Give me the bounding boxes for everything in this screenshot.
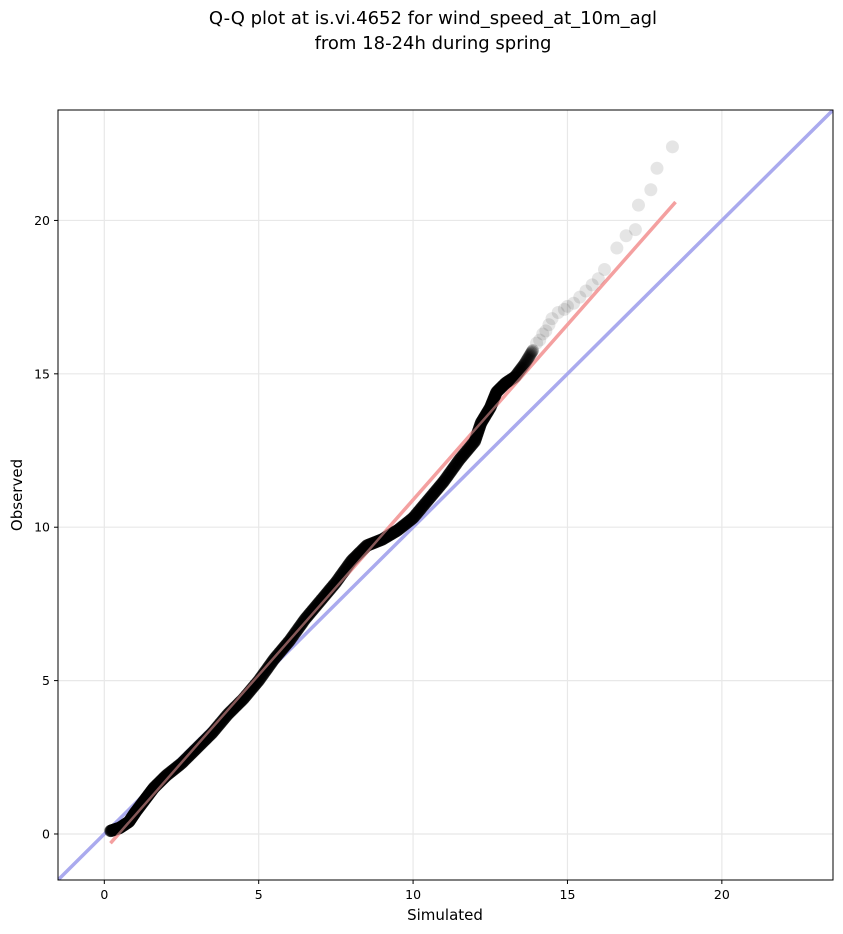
qq-point	[522, 351, 535, 365]
axis-ticks: 0 5 10 15 20 0 5 10 15 20	[34, 213, 730, 902]
qq-point	[518, 358, 531, 371]
qq-point	[498, 377, 512, 390]
qq-point	[492, 383, 506, 396]
qq-point	[526, 344, 540, 357]
qq-point	[495, 380, 508, 394]
data-points	[104, 140, 679, 845]
x-tick-label: 15	[560, 887, 576, 902]
qq-tail-point	[644, 183, 658, 197]
x-tick-label: 5	[255, 887, 263, 902]
qq-point	[524, 347, 538, 360]
x-axis-label: Simulated	[407, 906, 483, 924]
qq-point	[493, 382, 506, 396]
fit-line-overlay	[109, 201, 677, 845]
qq-tail-point	[610, 241, 624, 255]
qq-tail-point	[542, 318, 556, 332]
y-tick-label: 0	[42, 826, 50, 841]
qq-point	[515, 361, 528, 375]
qq-point	[519, 356, 532, 369]
qq-point	[525, 346, 538, 359]
qq-point	[517, 359, 530, 372]
qq-point	[518, 357, 532, 370]
y-tick-label: 20	[34, 213, 50, 228]
qq-tail-point	[557, 302, 571, 316]
qq-tail-point	[539, 324, 553, 338]
chart-title-line-2: from 18-24h during spring	[315, 33, 552, 54]
qq-point	[502, 374, 516, 388]
qq-tail-point	[560, 299, 574, 313]
qq-point	[501, 375, 514, 388]
qq-point	[504, 373, 517, 387]
qq-point	[499, 376, 512, 390]
qq-tail-point	[567, 296, 581, 310]
qq-point	[500, 376, 513, 389]
qq-tail-point	[650, 161, 664, 175]
qq-point	[523, 348, 537, 361]
qq-tail-point	[551, 305, 565, 319]
y-tick-label: 10	[34, 520, 50, 535]
qq-point	[494, 381, 508, 394]
qq-point	[516, 360, 530, 373]
qq-tail-point	[545, 312, 559, 326]
qq-point	[500, 375, 514, 389]
qq-point	[521, 352, 534, 366]
qq-point	[516, 361, 529, 374]
qq-tail-point	[619, 229, 633, 243]
qq-tail-point	[628, 223, 642, 237]
qq-tail-point	[585, 278, 599, 292]
qq-tail-point	[573, 290, 587, 304]
qq-point	[520, 354, 534, 367]
qq-point	[506, 372, 519, 385]
qq-point	[505, 372, 518, 386]
qq-tail-point	[536, 327, 550, 341]
qq-point	[504, 373, 518, 386]
qq-point	[494, 382, 507, 395]
qq-point	[522, 350, 536, 364]
plot-frame	[57, 109, 834, 881]
qq-tail-point	[533, 333, 547, 347]
grid-lines	[58, 110, 833, 880]
qq-point	[496, 380, 509, 393]
qq-point	[503, 374, 516, 387]
qq-tail-point	[591, 272, 605, 286]
y-axis-label: Observed	[8, 459, 26, 531]
x-tick-label: 10	[405, 887, 421, 902]
qq-tail-point	[665, 140, 679, 154]
y-tick-label: 5	[42, 673, 50, 688]
y-tick-label: 15	[34, 366, 50, 381]
qq-tail-point	[530, 336, 544, 350]
qq-tail-point	[579, 284, 593, 298]
qq-tail-point	[631, 198, 645, 212]
qq-point	[498, 378, 511, 391]
qq-point	[502, 375, 515, 388]
chart-title-line-1: Q-Q plot at is.vi.4652 for wind_speed_at…	[209, 8, 657, 29]
x-tick-label: 0	[100, 887, 108, 902]
qq-point	[520, 355, 533, 368]
qq-point	[496, 379, 510, 392]
x-tick-label: 20	[714, 887, 730, 902]
qq-point	[525, 345, 539, 358]
qq-tail-point	[598, 263, 612, 277]
qq-point	[497, 378, 510, 392]
qq-point	[523, 349, 536, 363]
